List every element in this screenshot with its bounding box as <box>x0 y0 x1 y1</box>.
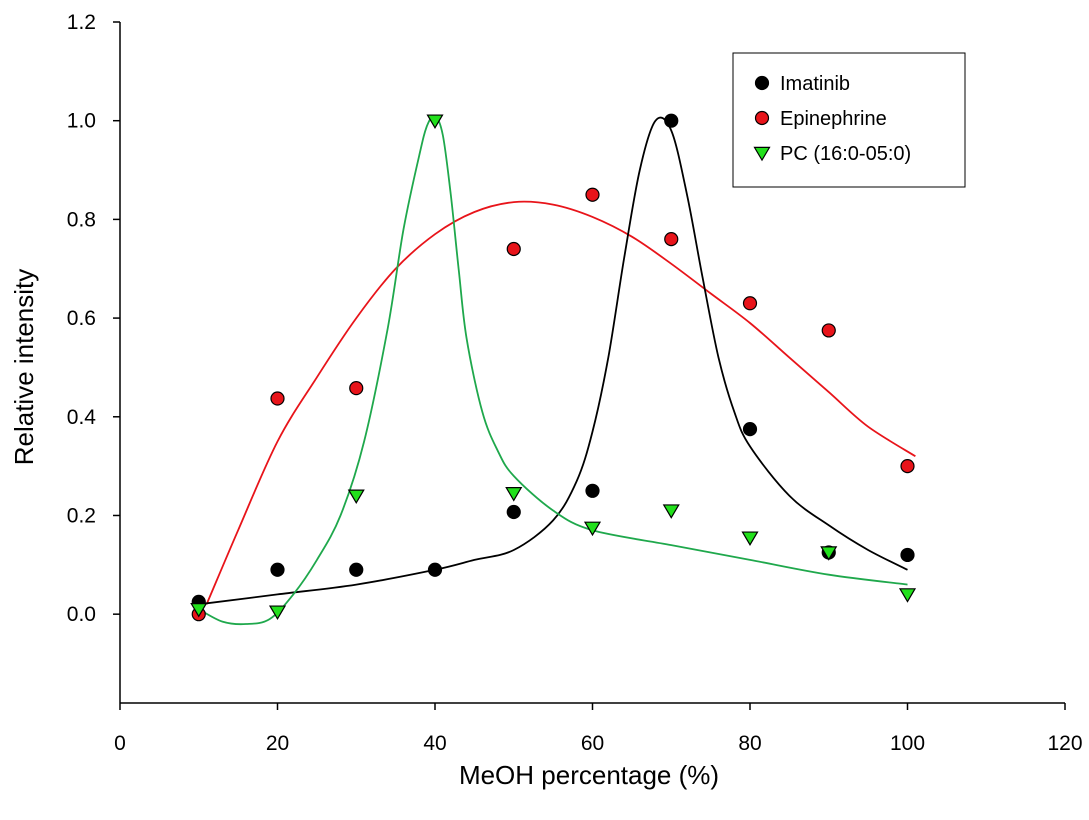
imatinib-point <box>270 562 285 577</box>
epinephrine-point <box>585 187 600 202</box>
legend-box <box>732 52 966 188</box>
imatinib-point <box>427 562 443 577</box>
epinephrine-point <box>664 232 679 247</box>
imatinib-legend-label: Imatinib <box>780 73 850 95</box>
pc-16-0-05-0-point <box>347 489 365 505</box>
legend: Imatinib Epinephrine PC (16:0-05:0) <box>732 52 966 188</box>
pc-16-0-05-0-fit-curve <box>198 114 908 626</box>
y-tick-label: 0.8 <box>67 208 96 231</box>
pc-16-0-05-0-point <box>583 521 602 537</box>
x-axis-title: MeOH percentage (%) <box>459 760 719 790</box>
pc-16-0-05-0-point <box>505 487 523 502</box>
y-tick-label: 0.6 <box>67 307 96 330</box>
x-tick-label: 40 <box>423 732 446 755</box>
x-tick-label: 80 <box>738 732 761 755</box>
imatinib-point <box>664 113 679 128</box>
pc-16-0-05-0-point <box>190 603 208 618</box>
epinephrine-point <box>900 459 915 474</box>
epinephrine-point <box>742 296 758 311</box>
imatinib-point <box>742 422 758 437</box>
data-points <box>190 113 917 622</box>
epinephrine-legend-label: Epinephrine <box>780 108 887 130</box>
y-tick-label: 0.4 <box>67 406 97 429</box>
pc-16-0-05-0-point <box>741 531 759 546</box>
pc-16-0-05-0-point <box>268 605 287 621</box>
imatinib-point <box>900 547 915 563</box>
y-axis-title: Relative intensity <box>9 269 39 466</box>
epinephrine-point <box>349 381 364 396</box>
x-ticks: 0 20 40 60 80 100 120 <box>114 703 1083 755</box>
epinephrine-point <box>506 241 521 257</box>
imatinib-legend-marker <box>754 75 770 91</box>
y-tick-label: 1.2 <box>67 11 96 34</box>
imatinib-point <box>585 483 600 498</box>
epinephrine-point <box>270 391 285 406</box>
y-tick-label: 1.0 <box>67 110 96 133</box>
y-tick-label: 0.2 <box>67 504 96 527</box>
epinephrine-fit-curve <box>205 200 916 605</box>
epinephrine-point <box>821 323 836 338</box>
fit-curves <box>198 114 916 626</box>
legend-items: Imatinib Epinephrine PC (16:0-05:0) <box>753 73 911 165</box>
x-tick-label: 120 <box>1047 732 1082 755</box>
pc-16-0-05-0-point <box>426 114 444 130</box>
pc-16-0-05-0-point <box>662 504 680 519</box>
y-tick-label: 0.0 <box>67 603 96 626</box>
imatinib-point <box>349 562 364 577</box>
axes: 0 20 40 60 80 100 120 0.0 0.2 0.4 0.6 0.8 1.0 1.2 <box>67 11 1083 755</box>
x-tick-label: 20 <box>266 732 289 755</box>
x-tick-label: 0 <box>114 732 126 755</box>
pc-16-0-05-0-legend-label: PC (16:0-05:0) <box>780 143 911 165</box>
imatinib-fit-curve <box>198 116 908 606</box>
pc-16-0-05-0-point <box>898 588 917 603</box>
x-tick-label: 60 <box>581 732 604 755</box>
y-ticks: 0.0 0.2 0.4 0.6 0.8 1.0 1.2 <box>67 11 120 626</box>
imatinib-point <box>506 504 521 520</box>
epinephrine-legend-marker <box>754 110 770 126</box>
x-tick-label: 100 <box>890 732 925 755</box>
pc-16-0-05-0-point <box>820 546 838 561</box>
pc-16-0-05-0-legend-marker <box>753 146 771 162</box>
